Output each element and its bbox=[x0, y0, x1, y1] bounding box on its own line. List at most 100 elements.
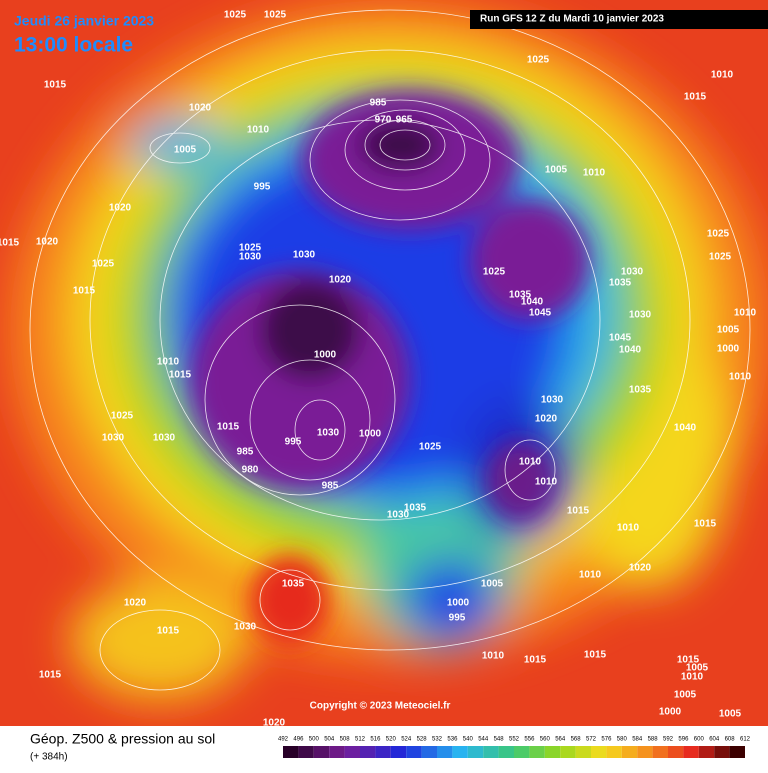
isobar-label: 1010 bbox=[681, 672, 704, 683]
isobar-label: 1005 bbox=[481, 579, 504, 590]
colorbar-tick-label: 556 bbox=[524, 737, 535, 743]
isobar-label: 1020 bbox=[189, 103, 212, 114]
colorbar-segment bbox=[498, 746, 514, 758]
isobar-label: 1030 bbox=[621, 267, 644, 278]
isobar-label: 1005 bbox=[717, 325, 740, 336]
colorbar-segment bbox=[437, 746, 453, 758]
colorbar-segment bbox=[668, 746, 684, 758]
colorbar-tick-label: 560 bbox=[540, 737, 551, 743]
isobar-label: 1025 bbox=[111, 411, 134, 422]
colorbar-segment bbox=[637, 746, 653, 758]
isobar-label: 1025 bbox=[264, 10, 287, 21]
colorbar: 492 496 500 504 508 512 516 520 524 528 532 536 540 5… bbox=[278, 737, 751, 758]
colorbar-segment bbox=[544, 746, 561, 758]
colorbar-tick-label: 564 bbox=[555, 737, 566, 743]
isobar-label: 1010 bbox=[157, 357, 180, 368]
colorbar-tick-label: 536 bbox=[447, 737, 458, 743]
isobar-label: 1015 bbox=[217, 422, 240, 433]
isobar-label: 1035 bbox=[629, 385, 652, 396]
isobar-label: 970 bbox=[375, 115, 392, 126]
isobar-label: 1025 bbox=[224, 10, 247, 21]
isobar-label: 1015 bbox=[524, 655, 547, 666]
isobar-label: 1005 bbox=[719, 709, 742, 720]
time-text: 13:00 locale bbox=[14, 34, 133, 57]
isobar-label: 1000 bbox=[359, 429, 382, 440]
colorbar-segment bbox=[283, 746, 299, 758]
isobar-label: 1005 bbox=[545, 165, 568, 176]
isobar-label: 1015 bbox=[567, 506, 590, 517]
isobar-label: 1015 bbox=[73, 286, 96, 297]
colorbar-tick-label: 588 bbox=[648, 737, 659, 743]
isobar-label: 1010 bbox=[729, 372, 752, 383]
isobar-label: 1035 bbox=[404, 503, 427, 514]
colorbar-segment bbox=[575, 746, 591, 758]
colorbar-tick-label: 592 bbox=[663, 737, 674, 743]
isobar-label: 1015 bbox=[677, 655, 700, 666]
isobar-label: 1030 bbox=[317, 428, 340, 439]
colorbar-tick-label: 512 bbox=[355, 737, 366, 743]
isobar-label: 1020 bbox=[263, 718, 286, 729]
colorbar-tick-label: 584 bbox=[632, 737, 643, 743]
colorbar-segment bbox=[344, 746, 360, 758]
isobar-label: 1030 bbox=[102, 433, 125, 444]
colorbar-tick-label: 552 bbox=[509, 737, 520, 743]
colorbar-tick-label: 612 bbox=[740, 737, 751, 743]
isobar-label: 1005 bbox=[674, 690, 697, 701]
isobar-label: 1015 bbox=[169, 370, 192, 381]
colorbar-segment bbox=[621, 746, 638, 758]
isobar-label: 1040 bbox=[521, 297, 544, 308]
colorbar-segment bbox=[452, 746, 468, 758]
colorbar-tick-label: 600 bbox=[694, 737, 705, 743]
colorbar-tick-label: 544 bbox=[478, 737, 489, 743]
colorbar-segment bbox=[421, 746, 437, 758]
isobar-label: 1000 bbox=[314, 350, 337, 361]
isobar-label: 1035 bbox=[282, 579, 305, 590]
isobar-label: 1015 bbox=[39, 670, 62, 681]
isobar-label: 1010 bbox=[583, 168, 606, 179]
colorbar-tick-label: 504 bbox=[324, 737, 335, 743]
isobar-label: 985 bbox=[237, 447, 254, 458]
isobar-label: 1030 bbox=[387, 510, 410, 521]
isobar-label: 1010 bbox=[579, 570, 602, 581]
colorbar-tick-label: 520 bbox=[386, 737, 397, 743]
colorbar-tick-label: 572 bbox=[586, 737, 597, 743]
colorbar-tick-label: 524 bbox=[401, 737, 412, 743]
isobar-label: 1025 bbox=[92, 259, 115, 270]
colorbar-segment bbox=[729, 746, 745, 758]
isobar-label: 1015 bbox=[0, 238, 20, 249]
colorbar-segment bbox=[375, 746, 391, 758]
isobar-label: 1045 bbox=[609, 333, 632, 344]
colorbar-segment bbox=[591, 746, 607, 758]
isobar-label: 1030 bbox=[239, 252, 262, 263]
colorbar-tick-label: 500 bbox=[309, 737, 320, 743]
footer-subtitle: (+ 384h) bbox=[30, 752, 68, 763]
isobar-label: 1005 bbox=[686, 663, 709, 674]
colorbar-segment bbox=[467, 746, 484, 758]
isobar-label: 965 bbox=[396, 115, 413, 126]
isobar-label: 1020 bbox=[535, 414, 558, 425]
isobar-label: 1015 bbox=[684, 92, 707, 103]
colorbar-segment bbox=[529, 746, 545, 758]
isobar-label: 1030 bbox=[234, 622, 257, 633]
colorbar-tick-label: 596 bbox=[678, 737, 689, 743]
isobar-label: 1030 bbox=[629, 310, 652, 321]
isobar-label: 1030 bbox=[293, 250, 316, 261]
colorbar-segment bbox=[406, 746, 422, 758]
colorbar-segment bbox=[698, 746, 715, 758]
isobar-label: 1020 bbox=[124, 598, 147, 609]
isobar-label: 1040 bbox=[674, 423, 697, 434]
field bbox=[0, 0, 768, 726]
colorbar-segment bbox=[560, 746, 576, 758]
colorbar-segment bbox=[714, 746, 730, 758]
isobar-label: 1010 bbox=[734, 308, 757, 319]
isobar-label: 1015 bbox=[584, 650, 607, 661]
colorbar-segment bbox=[652, 746, 668, 758]
isobar-label: 1030 bbox=[153, 433, 176, 444]
isobar-label: 985 bbox=[322, 481, 339, 492]
isobar-label: 1025 bbox=[527, 55, 550, 66]
isobar-label: 1025 bbox=[419, 442, 442, 453]
isobar-label: 1035 bbox=[609, 278, 632, 289]
isobar-label: 1000 bbox=[659, 707, 682, 718]
